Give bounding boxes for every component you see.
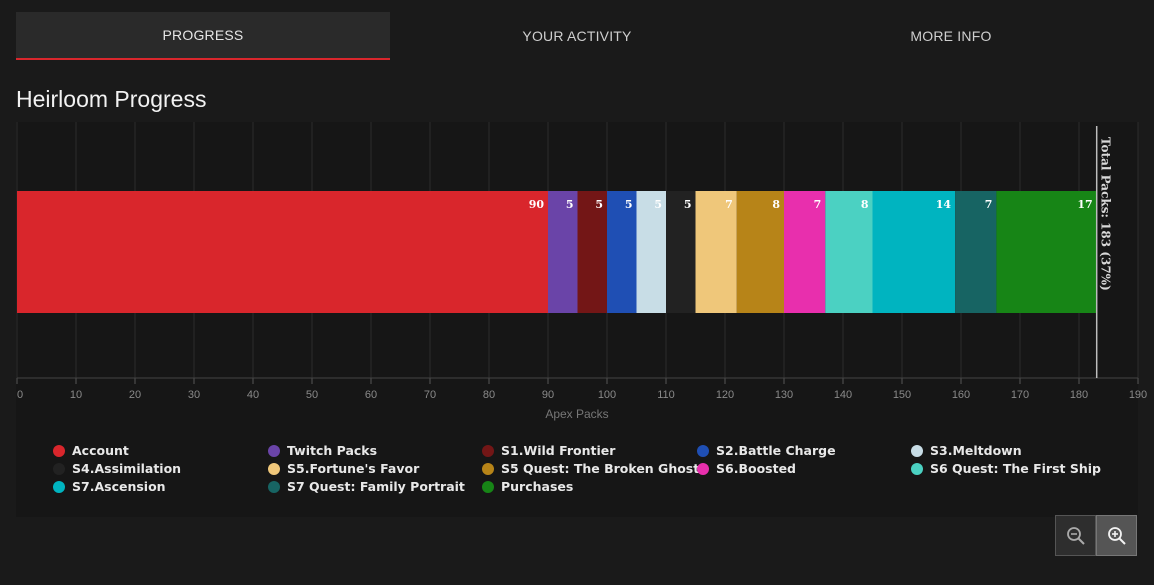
zoom-in-icon — [1107, 526, 1126, 545]
x-tick-label: 80 — [483, 389, 495, 401]
x-tick-label: 160 — [952, 389, 970, 401]
x-tick-label: 100 — [598, 389, 616, 401]
legend-item[interactable]: Purchases — [482, 479, 573, 494]
legend-item[interactable]: S6 Quest: The First Ship — [911, 461, 1101, 476]
x-tick-label: 20 — [129, 389, 141, 401]
bar-data-label: 90 — [529, 198, 545, 211]
legend-item[interactable]: S2.Battle Charge — [697, 443, 836, 458]
x-tick-label: 90 — [542, 389, 554, 401]
bar-data-label: 5 — [684, 198, 692, 211]
legend-item[interactable]: S4.Assimilation — [53, 461, 181, 476]
legend-swatch — [482, 444, 494, 457]
bar-segment — [736, 191, 784, 313]
bar-segment — [17, 191, 548, 313]
legend-label: S2.Battle Charge — [716, 443, 836, 458]
tab-progress[interactable]: PROGRESS — [16, 12, 390, 60]
x-tick-label: 70 — [424, 389, 436, 401]
legend-swatch — [697, 462, 709, 475]
bar-segment — [577, 191, 607, 313]
legend-label: Account — [72, 443, 129, 458]
x-tick-label: 190 — [1129, 389, 1147, 401]
legend-item[interactable]: S3.Meltdown — [911, 443, 1022, 458]
legend-label: S7 Quest: Family Portrait — [287, 479, 465, 494]
bar-segment — [636, 191, 666, 313]
legend-swatch — [268, 444, 280, 457]
bar-segment — [872, 191, 956, 313]
legend-swatch — [53, 480, 65, 493]
bar-segment — [548, 191, 578, 313]
legend-item[interactable]: Twitch Packs — [268, 443, 377, 458]
bar-segment — [695, 191, 737, 313]
legend-label: S3.Meltdown — [930, 443, 1022, 458]
x-tick-label: 130 — [775, 389, 793, 401]
x-tick-label: 180 — [1070, 389, 1088, 401]
legend-label: S7.Ascension — [72, 479, 166, 494]
legend-item[interactable]: S6.Boosted — [697, 461, 796, 476]
bar-data-label: 17 — [1077, 198, 1092, 211]
x-tick-label: 110 — [657, 389, 675, 401]
legend-swatch — [53, 462, 65, 475]
zoom-in-button[interactable] — [1096, 515, 1137, 556]
bar-data-label: 5 — [625, 198, 633, 211]
bar-segment — [784, 191, 826, 313]
x-tick-label: 60 — [365, 389, 377, 401]
legend-item[interactable]: Account — [53, 443, 129, 458]
legend-item[interactable]: S1.Wild Frontier — [482, 443, 615, 458]
x-tick-label: 40 — [247, 389, 259, 401]
legend-item[interactable]: S7 Quest: Family Portrait — [268, 479, 465, 494]
x-tick-label: 150 — [893, 389, 911, 401]
legend-swatch — [482, 480, 494, 493]
bar-segment — [666, 191, 696, 313]
legend-item[interactable]: S7.Ascension — [53, 479, 166, 494]
zoom-out-icon — [1066, 526, 1085, 545]
x-tick-label: 30 — [188, 389, 200, 401]
x-tick-label: 50 — [306, 389, 318, 401]
bar-data-label: 8 — [861, 198, 869, 211]
legend-swatch — [268, 462, 280, 475]
legend-label: S5.Fortune's Favor — [287, 461, 420, 476]
bar-data-label: 7 — [814, 198, 822, 211]
legend-item[interactable]: S5.Fortune's Favor — [268, 461, 419, 476]
zoom-controls — [1055, 515, 1138, 556]
legend-label: S1.Wild Frontier — [501, 443, 616, 458]
x-tick-label: 140 — [834, 389, 852, 401]
bar-segment — [825, 191, 873, 313]
legend-label: Twitch Packs — [287, 443, 378, 458]
tab-your-activity[interactable]: YOUR ACTIVITY — [522, 28, 632, 44]
bar-data-label: 5 — [566, 198, 574, 211]
chart-panel — [16, 122, 1138, 517]
bar-segment — [955, 191, 997, 313]
legend-swatch — [482, 462, 494, 475]
tab-bar: PROGRESS YOUR ACTIVITY MORE INFO — [16, 12, 1138, 60]
legend-label: S4.Assimilation — [72, 461, 182, 476]
legend-swatch — [268, 480, 280, 493]
legend-label: S5 Quest: The Broken Ghost — [501, 461, 700, 476]
bar-segment — [607, 191, 637, 313]
legend-label: Purchases — [501, 479, 574, 494]
x-tick-label: 0 — [17, 389, 23, 401]
bar-data-label: 14 — [936, 198, 952, 211]
total-packs-label: Total Packs: 183 (37%) — [1099, 137, 1113, 291]
bar-data-label: 5 — [595, 198, 603, 211]
legend-label: S6 Quest: The First Ship — [930, 461, 1101, 476]
x-tick-label: 170 — [1011, 389, 1029, 401]
bar-segment — [996, 191, 1097, 313]
legend-swatch — [697, 444, 709, 457]
page-title: Heirloom Progress — [16, 86, 207, 112]
legend-item[interactable]: S5 Quest: The Broken Ghost — [482, 461, 699, 476]
legend-swatch — [53, 444, 65, 457]
legend-label: S6.Boosted — [716, 461, 796, 476]
zoom-out-button[interactable] — [1055, 515, 1096, 556]
x-tick-label: 10 — [70, 389, 82, 401]
legend-swatch — [911, 444, 923, 457]
tab-more-info[interactable]: MORE INFO — [910, 28, 992, 44]
x-axis-label: Apex Packs — [545, 407, 608, 421]
bar-data-label: 7 — [985, 198, 993, 211]
bar-data-label: 8 — [772, 198, 780, 211]
bar-data-label: 7 — [725, 198, 733, 211]
bar-data-label: 5 — [654, 198, 662, 211]
legend-swatch — [911, 462, 923, 475]
x-tick-label: 120 — [716, 389, 734, 401]
